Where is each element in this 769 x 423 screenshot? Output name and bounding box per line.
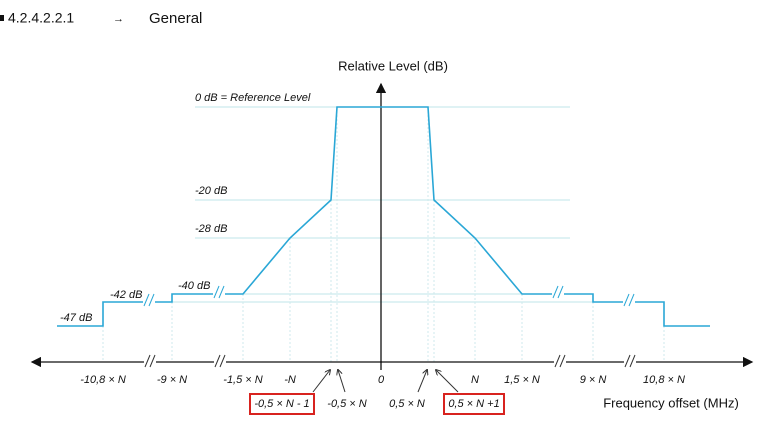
- x-label: -9 × N: [157, 374, 187, 386]
- x-label: 9 × N: [580, 374, 607, 386]
- edge-label: -0,5 × N - 1: [254, 398, 309, 410]
- x-label: -1,5 × N: [223, 374, 262, 386]
- x-label: -N: [284, 374, 296, 386]
- edge-arrows: [312, 370, 459, 393]
- edge-label: -0,5 × N: [327, 398, 366, 410]
- level-label: -42 dB: [110, 289, 142, 301]
- grid: [102, 106, 665, 362]
- highlight-box: [443, 393, 505, 415]
- x-axis-title: Frequency offset (MHz): [603, 395, 739, 410]
- x-label: 1,5 × N: [504, 374, 540, 386]
- edge-label: 0,5 × N: [389, 398, 425, 410]
- section-title: General: [149, 10, 202, 27]
- x-label: -10,8 × N: [80, 374, 126, 386]
- section-arrow: →: [113, 13, 124, 25]
- edge-label: 0,5 × N +1: [448, 398, 499, 410]
- section-number: 4.2.4.2.2.1: [8, 10, 74, 26]
- level-label: 0 dB = Reference Level: [195, 92, 311, 104]
- spectrum-mask: [57, 106, 710, 327]
- break-marks: [143, 285, 636, 369]
- level-label: -20 dB: [195, 185, 227, 197]
- level-label: -28 dB: [195, 223, 227, 235]
- y-axis-title: Relative Level (dB): [338, 58, 448, 73]
- bullet: [0, 15, 4, 21]
- highlight-box: [249, 393, 315, 415]
- level-label: -47 dB: [60, 312, 92, 324]
- x-label: 0: [378, 374, 385, 386]
- level-label: -40 dB: [178, 280, 210, 292]
- x-label: N: [471, 374, 479, 386]
- x-label: 10,8 × N: [643, 374, 685, 386]
